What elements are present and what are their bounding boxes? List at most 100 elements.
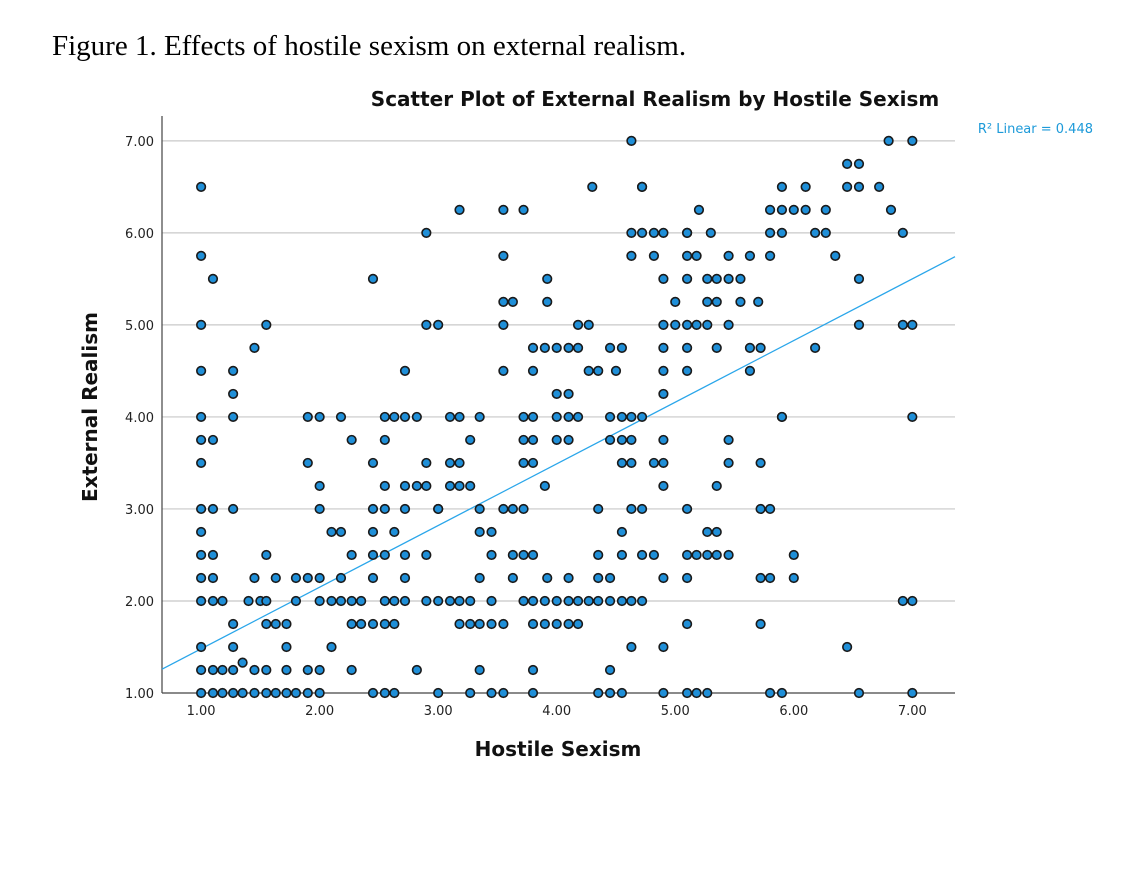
data-point [659, 482, 668, 491]
data-point [552, 436, 561, 445]
data-point [229, 620, 238, 629]
data-point [659, 367, 668, 376]
data-point [401, 413, 410, 422]
data-point [618, 413, 627, 422]
data-point [337, 597, 346, 606]
data-point [574, 413, 583, 422]
data-point [724, 436, 733, 445]
data-point [811, 344, 820, 353]
data-point [303, 574, 312, 583]
data-point [381, 482, 390, 491]
tick-labels: 1.002.003.004.005.006.007.001.00 2.00 3.00… [125, 135, 927, 719]
data-point [638, 597, 647, 606]
data-point [529, 367, 538, 376]
data-point [683, 229, 692, 238]
data-point [541, 597, 550, 606]
data-point [262, 321, 271, 330]
data-point [369, 528, 378, 537]
data-point [197, 321, 206, 330]
data-point [638, 229, 647, 238]
data-point [250, 689, 259, 698]
data-point [390, 620, 399, 629]
data-point [455, 620, 464, 629]
data-point [703, 528, 712, 537]
data-point [606, 666, 615, 675]
data-point [197, 505, 206, 514]
data-point [466, 597, 475, 606]
data-point [292, 597, 301, 606]
data-point [422, 551, 431, 560]
data-point [638, 413, 647, 422]
data-point [315, 574, 324, 583]
data-point [843, 183, 852, 192]
data-point [422, 597, 431, 606]
data-point [564, 436, 573, 445]
data-point [238, 658, 247, 667]
data-point [908, 597, 917, 606]
data-point [778, 413, 787, 422]
data-point [659, 390, 668, 399]
data-point [519, 459, 528, 468]
data-point [875, 183, 884, 192]
data-point [229, 643, 238, 652]
data-point [271, 620, 280, 629]
data-point [347, 551, 356, 560]
data-point [541, 620, 550, 629]
data-point [487, 620, 496, 629]
data-point [475, 574, 484, 583]
data-point [422, 229, 431, 238]
data-point [594, 574, 603, 583]
data-point [627, 643, 636, 652]
data-point [650, 229, 659, 238]
data-point [197, 666, 206, 675]
data-point [209, 574, 218, 583]
data-point [446, 413, 455, 422]
data-point [564, 413, 573, 422]
data-point [197, 252, 206, 261]
data-point [712, 528, 721, 537]
data-point [499, 689, 508, 698]
data-point [529, 597, 538, 606]
data-point [754, 298, 763, 307]
data-point [574, 321, 583, 330]
data-point [446, 482, 455, 491]
data-point [692, 252, 701, 261]
data-point [347, 620, 356, 629]
data-point [638, 183, 647, 192]
data-point [229, 413, 238, 422]
data-point [695, 206, 704, 215]
data-point [650, 551, 659, 560]
data-point [683, 321, 692, 330]
data-point [229, 367, 238, 376]
data-point [574, 597, 583, 606]
data-point [908, 321, 917, 330]
data-point [724, 459, 733, 468]
data-point [519, 436, 528, 445]
data-point [683, 367, 692, 376]
data-point [487, 689, 496, 698]
data-point [357, 597, 366, 606]
data-point [594, 367, 603, 376]
data-point [229, 505, 238, 514]
y-tick-label: 6.00 [125, 227, 154, 242]
data-point [209, 666, 218, 675]
data-point [529, 459, 538, 468]
data-point [588, 183, 597, 192]
data-point [756, 505, 765, 514]
data-point [509, 574, 518, 583]
data-point [509, 505, 518, 514]
data-point [519, 597, 528, 606]
data-point [564, 597, 573, 606]
data-point [899, 229, 908, 238]
data-point [369, 689, 378, 698]
data-point [422, 482, 431, 491]
data-point [899, 597, 908, 606]
data-point [659, 574, 668, 583]
data-point [455, 413, 464, 422]
data-point [434, 689, 443, 698]
data-point [401, 551, 410, 560]
data-point [466, 620, 475, 629]
data-point [509, 298, 518, 307]
data-point [250, 344, 259, 353]
data-point [401, 367, 410, 376]
